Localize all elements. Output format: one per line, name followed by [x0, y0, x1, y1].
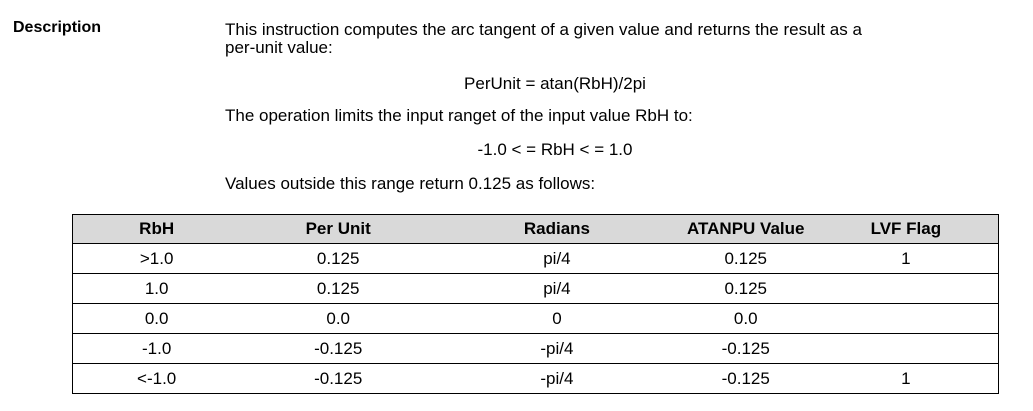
cell-per-unit: 0.125: [240, 243, 437, 274]
cell-rbh: 1.0: [72, 273, 241, 304]
section-label: Description: [13, 19, 102, 36]
cell-atanpu-value: -0.125: [677, 333, 814, 364]
cell-per-unit: -0.125: [240, 363, 437, 394]
table-row: -1.0 -0.125 -pi/4 -0.125: [72, 333, 999, 364]
cell-per-unit: 0.0: [240, 303, 437, 334]
table-row: >1.0 0.125 pi/4 0.125 1: [72, 243, 999, 274]
cell-rbh: >1.0: [72, 243, 241, 274]
cell-lvf-flag: [813, 303, 999, 334]
cell-rbh: <-1.0: [72, 363, 241, 394]
cell-rbh: 0.0: [72, 303, 241, 334]
cell-atanpu-value: 0.125: [677, 243, 814, 274]
table-row: 0.0 0.0 0 0.0: [72, 303, 999, 334]
header-per-unit: Per Unit: [240, 214, 437, 244]
cell-lvf-flag: 1: [813, 243, 999, 274]
cell-radians: pi/4: [436, 243, 678, 274]
paragraph-1-line-1: This instruction computes the arc tangen…: [225, 20, 862, 39]
atanpu-table: RbH Per Unit Radians ATANPU Value LVF Fl…: [72, 214, 999, 394]
paragraph-3: Values outside this range return 0.125 a…: [225, 174, 596, 193]
header-atanpu-value: ATANPU Value: [677, 214, 814, 244]
cell-rbh: -1.0: [72, 333, 241, 364]
cell-per-unit: -0.125: [240, 333, 437, 364]
cell-lvf-flag: [813, 273, 999, 304]
paragraph-1-line-2: per-unit value:: [225, 38, 333, 57]
cell-radians: 0: [436, 303, 678, 334]
header-rbh: RbH: [72, 214, 241, 244]
range-formula: -1.0 < = RbH < = 1.0: [477, 140, 633, 159]
formula: PerUnit = atan(RbH)/2pi: [464, 74, 646, 93]
table-header-row: RbH Per Unit Radians ATANPU Value LVF Fl…: [72, 214, 999, 244]
cell-lvf-flag: 1: [813, 363, 999, 394]
cell-lvf-flag: [813, 333, 999, 364]
cell-radians: -pi/4: [436, 333, 678, 364]
table-row: 1.0 0.125 pi/4 0.125: [72, 273, 999, 304]
table-row: <-1.0 -0.125 -pi/4 -0.125 1: [72, 363, 999, 394]
cell-radians: pi/4: [436, 273, 678, 304]
cell-per-unit: 0.125: [240, 273, 437, 304]
header-radians: Radians: [436, 214, 678, 244]
header-lvf-flag: LVF Flag: [813, 214, 999, 244]
cell-atanpu-value: -0.125: [677, 363, 814, 394]
cell-atanpu-value: 0.125: [677, 273, 814, 304]
cell-radians: -pi/4: [436, 363, 678, 394]
cell-atanpu-value: 0.0: [677, 303, 814, 334]
paragraph-2: The operation limits the input ranget of…: [225, 106, 693, 125]
